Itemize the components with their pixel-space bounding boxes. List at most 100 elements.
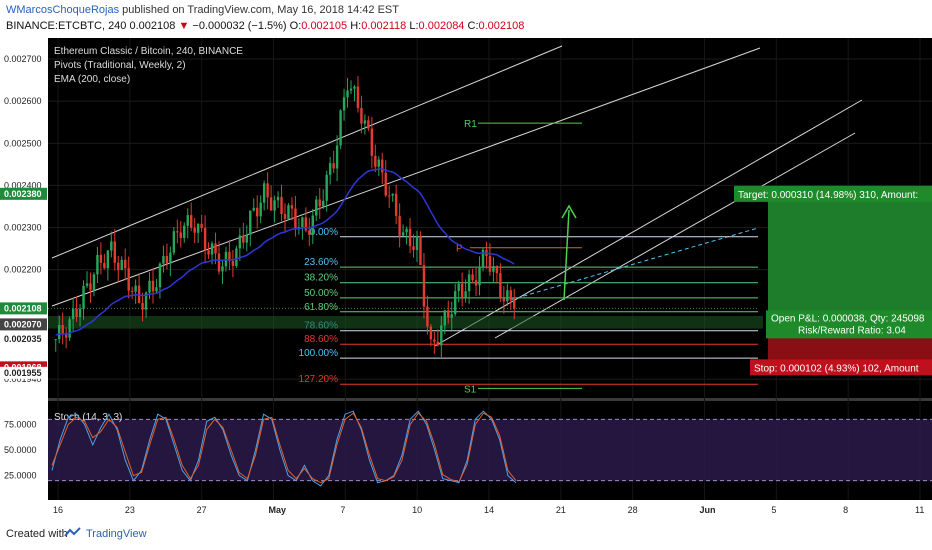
price-tag [0, 318, 47, 331]
pane-separator[interactable] [48, 398, 932, 401]
candle-body [89, 283, 92, 291]
candle-body [433, 339, 436, 342]
chart-area[interactable]: 0.00%23.60%38.20%50.00%61.80%78.60%88.60… [0, 38, 932, 518]
candle-body [502, 298, 506, 302]
candle-body [381, 159, 384, 173]
price-tick-label: 0.002400 [4, 180, 42, 190]
author-link[interactable]: WMarcosChoqueRojas [6, 4, 120, 16]
footer: Created with TradingView [0, 518, 932, 550]
candle-body [499, 273, 502, 299]
candle-body [117, 262, 120, 270]
price-tag-label: 0.002108 [4, 303, 42, 313]
candle-body [130, 290, 134, 292]
candle-body [183, 225, 186, 239]
candle-body [162, 255, 165, 264]
candle-body [57, 325, 61, 340]
stoch-series-line [51, 410, 517, 487]
candle-body [360, 107, 363, 124]
high-label: H: [350, 20, 362, 32]
time-axis-bg [0, 500, 932, 518]
candle-body [78, 308, 82, 318]
candle-body [172, 231, 176, 253]
fib-zone [48, 315, 763, 329]
candle-body [148, 280, 151, 293]
candle-body [488, 256, 492, 272]
candle-body [481, 249, 485, 267]
candle-body [68, 319, 71, 338]
long-position-tool[interactable]: Target: 0.000310 (14.98%) 310, Amount: Op… [734, 185, 932, 376]
created-with-text: Created with [6, 528, 68, 540]
candle-body [283, 214, 287, 219]
last-price: 0.002108 [129, 20, 176, 32]
tradingview-brand[interactable]: TradingView [86, 528, 147, 540]
fib-level-label: 127.20% [299, 374, 339, 385]
time-tick-label: 27 [197, 505, 207, 515]
pnl-label-box [766, 310, 932, 339]
stoch-band-fill [48, 419, 518, 481]
pnl-label: Open P&L: 0.000038, Qty: 245098 [771, 313, 925, 324]
candle-body [422, 265, 426, 307]
candle-body [405, 228, 408, 233]
candle-body [339, 110, 342, 146]
candle-body [436, 341, 440, 346]
time-tick-label: 14 [484, 505, 494, 515]
candle-body [61, 325, 64, 335]
candle-body [325, 174, 328, 201]
close-label: C: [467, 20, 479, 32]
price-tag [0, 187, 47, 200]
open-value: 0.002105 [301, 20, 348, 32]
candle-body [332, 163, 335, 169]
fib-level-label: 88.60% [304, 334, 338, 345]
candle-body [374, 155, 377, 167]
candle-body [210, 243, 214, 255]
candle-body [356, 86, 360, 108]
open-label: O: [289, 20, 302, 32]
candle-body [92, 274, 96, 291]
candle-body [315, 199, 318, 216]
channel-line [494, 132, 856, 339]
candle-body [453, 291, 457, 315]
candle-body [287, 205, 290, 219]
candle-body [457, 283, 460, 292]
time-tick-label: 7 [340, 505, 345, 515]
candle-body [221, 266, 224, 272]
price-tick-label: 0.002300 [4, 223, 42, 233]
change-arrow-icon: ▼ [178, 20, 190, 32]
candle-body [478, 266, 481, 286]
change-value: −0.000032 (−1.5%) [192, 20, 287, 32]
stop-label-box [750, 359, 932, 376]
candle-body [394, 193, 398, 216]
price-tick-label: 0.001940 [4, 374, 42, 384]
candle-body [342, 97, 346, 111]
candle-body [408, 228, 412, 247]
candle-body [252, 207, 255, 211]
risk-reward-label: Risk/Reward Ratio: 3.04 [798, 325, 906, 336]
candle-body [82, 285, 85, 309]
candle-body [471, 274, 474, 281]
candle-body [155, 287, 158, 292]
candle-body [71, 308, 75, 320]
candle-body [297, 227, 301, 229]
price-tag-label: 0.001955 [4, 368, 42, 378]
low-label: L: [409, 20, 419, 32]
price-tag-label: 0.002070 [4, 319, 42, 329]
candle-body [228, 251, 231, 261]
stoch-band-fill-right [518, 419, 932, 481]
pivot-levels: R1 P S1 [456, 119, 582, 395]
price-tag-label: 0.002380 [4, 189, 42, 199]
stochastic-pane: Stoch (14, 3, 3) [48, 410, 932, 487]
candle-body [321, 200, 325, 207]
candle-body [353, 86, 356, 89]
candle-body [85, 283, 89, 286]
time-axis[interactable]: 16 23 27 May 7 10 14 21 28 Jun 5 8 11 [53, 505, 924, 515]
price-axis[interactable]: 0.002700 0.002600 0.002500 0.002400 0.002300… [0, 54, 47, 481]
candle-body [443, 310, 447, 326]
candle-body [280, 196, 283, 215]
candle-body [249, 210, 252, 235]
candle-body [120, 259, 123, 270]
candle-body [363, 120, 367, 124]
candle-body [189, 215, 193, 228]
chart-canvas[interactable]: 0.00%23.60%38.20%50.00%61.80%78.60%88.60… [0, 38, 932, 518]
candle-body [304, 217, 308, 231]
ema-line [55, 168, 515, 336]
